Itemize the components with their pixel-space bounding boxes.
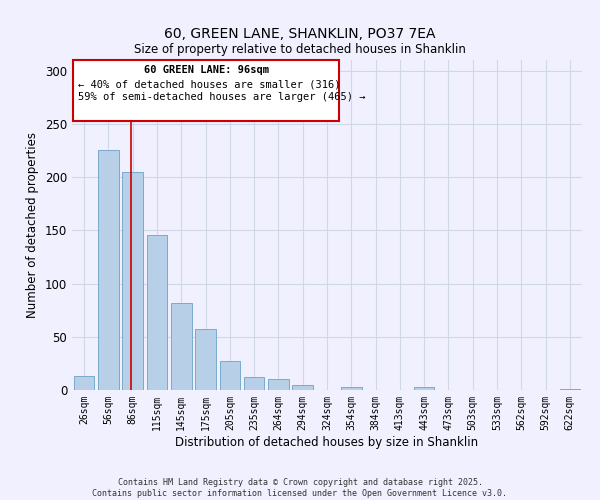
Bar xyxy=(292,384,313,390)
FancyBboxPatch shape xyxy=(73,60,339,120)
Text: 60 GREEN LANE: 96sqm: 60 GREEN LANE: 96sqm xyxy=(143,66,269,76)
Bar xyxy=(414,387,434,390)
Text: 59% of semi-detached houses are larger (465) →: 59% of semi-detached houses are larger (… xyxy=(78,92,365,102)
Bar xyxy=(171,302,191,390)
X-axis label: Distribution of detached houses by size in Shanklin: Distribution of detached houses by size … xyxy=(175,436,479,448)
Text: ← 40% of detached houses are smaller (316): ← 40% of detached houses are smaller (31… xyxy=(78,79,341,89)
Bar xyxy=(244,377,265,390)
Bar xyxy=(98,150,119,390)
Bar xyxy=(195,330,216,390)
Y-axis label: Number of detached properties: Number of detached properties xyxy=(26,132,40,318)
Bar xyxy=(74,376,94,390)
Text: Size of property relative to detached houses in Shanklin: Size of property relative to detached ho… xyxy=(134,42,466,56)
Text: Contains HM Land Registry data © Crown copyright and database right 2025.
Contai: Contains HM Land Registry data © Crown c… xyxy=(92,478,508,498)
Bar xyxy=(122,172,143,390)
Text: 60, GREEN LANE, SHANKLIN, PO37 7EA: 60, GREEN LANE, SHANKLIN, PO37 7EA xyxy=(164,28,436,42)
Bar xyxy=(146,234,167,390)
Bar xyxy=(341,387,362,390)
Bar xyxy=(268,380,289,390)
Bar xyxy=(560,389,580,390)
Bar xyxy=(220,362,240,390)
